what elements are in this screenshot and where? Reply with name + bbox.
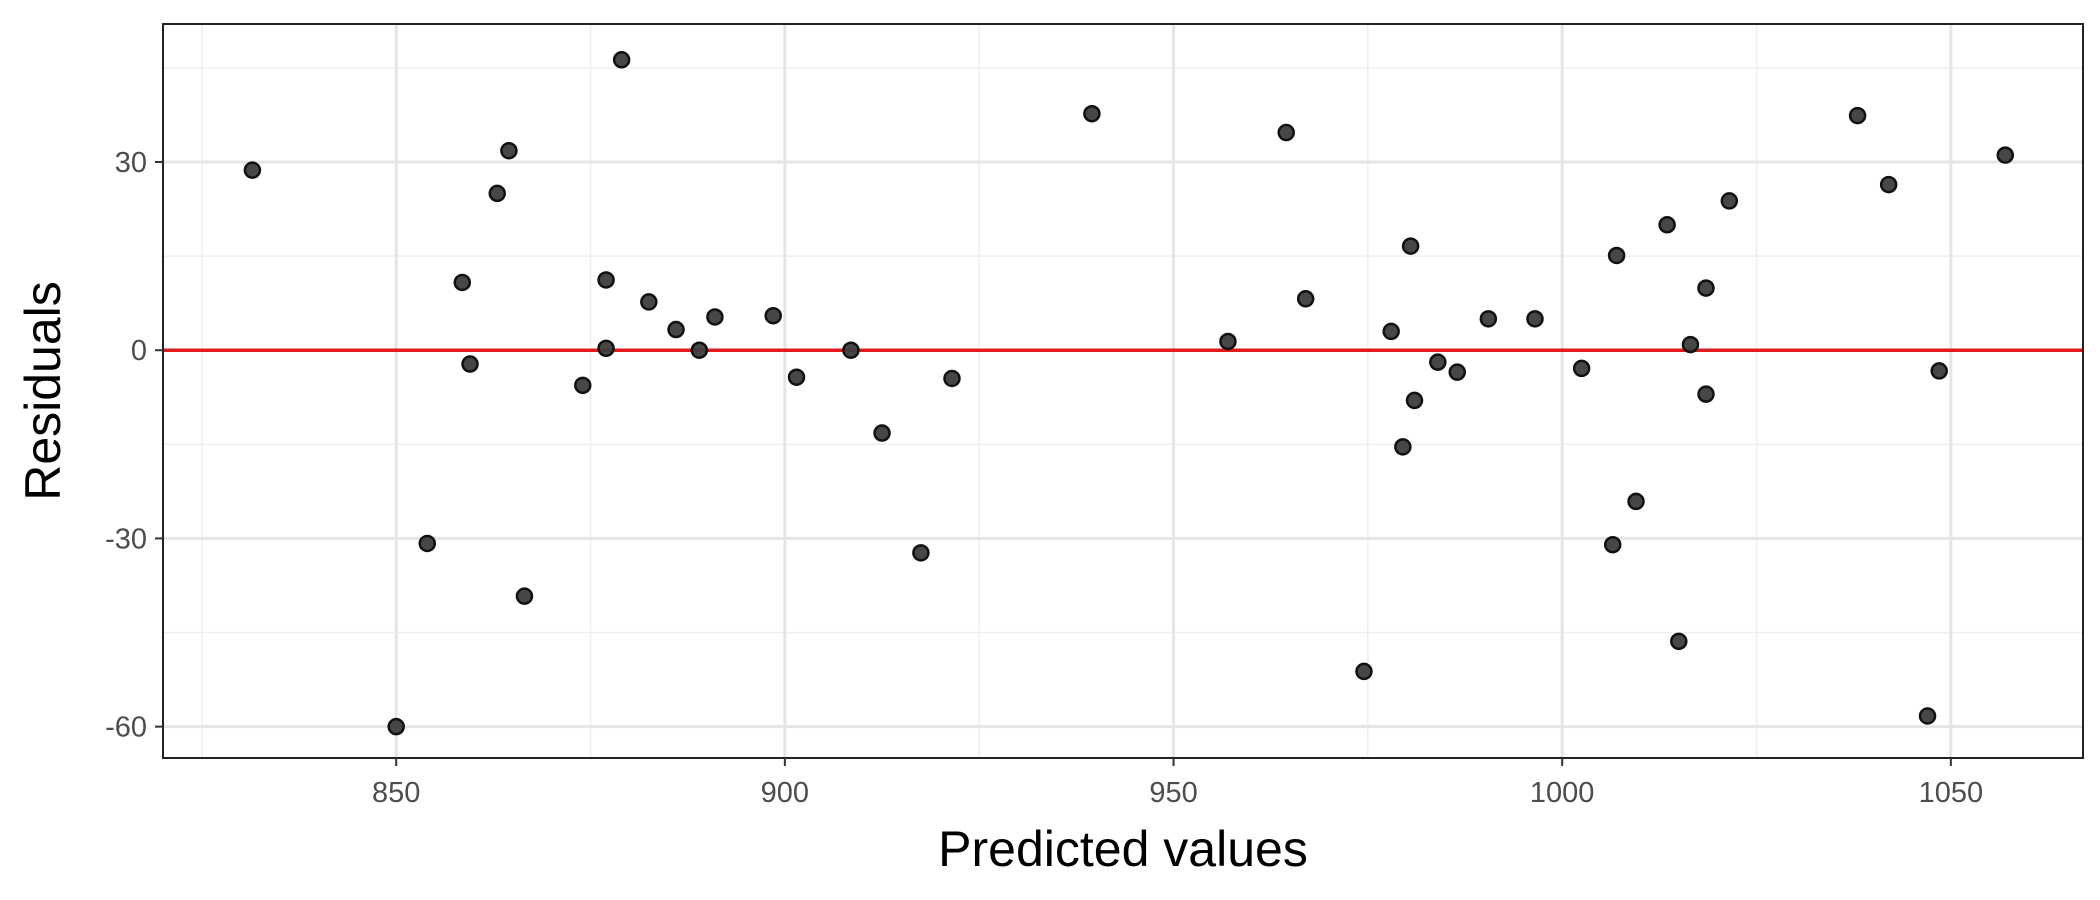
x-tick-label: 1000	[1530, 777, 1595, 809]
scatter-point	[1401, 237, 1420, 255]
scatter-point	[1277, 123, 1295, 142]
x-tick-label: 850	[372, 777, 420, 809]
axis-ticks	[155, 161, 1952, 766]
scatter-point	[1918, 707, 1937, 725]
scatter-point	[1405, 391, 1424, 410]
scatter-point	[500, 141, 518, 160]
scatter-point	[1572, 359, 1591, 378]
scatter-point	[873, 424, 891, 442]
scatter-point	[842, 341, 860, 359]
scatter-point	[1448, 363, 1467, 381]
scatter-point	[1083, 104, 1101, 123]
scatter-point	[1996, 146, 2015, 164]
x-tick-label: 950	[1149, 777, 1197, 809]
scatter-point	[574, 376, 592, 395]
scatter-point	[1382, 322, 1400, 341]
plot-panel-border	[162, 23, 2084, 759]
y-tick-label: 0	[131, 335, 147, 367]
scatter-point	[1627, 492, 1645, 511]
scatter-point	[488, 184, 507, 203]
scatter-point	[597, 271, 615, 289]
scatter-point	[690, 341, 709, 359]
scatter-point	[1603, 535, 1622, 554]
y-tick-label: -30	[105, 523, 147, 555]
scatter-point	[667, 320, 685, 339]
scatter-point	[1296, 290, 1315, 308]
y-axis-tick-labels: -60 -30 0 30	[105, 147, 147, 744]
scatter-point	[1355, 662, 1373, 681]
scatter-point	[764, 306, 782, 325]
scatter-point	[1697, 385, 1715, 403]
scatter-point	[1394, 438, 1412, 456]
scatter-point	[1526, 310, 1544, 328]
scatter-point	[1429, 353, 1447, 371]
scatter-point	[1930, 362, 1948, 380]
scatter-point	[461, 355, 479, 373]
x-tick-label: 900	[761, 777, 809, 809]
minor-gridlines	[163, 24, 2083, 758]
data-points	[243, 51, 2015, 736]
scatter-point	[1681, 335, 1700, 354]
scatter-point	[1848, 106, 1867, 125]
scatter-point	[943, 369, 961, 388]
scatter-point	[1697, 279, 1715, 297]
scatter-point	[1879, 175, 1898, 194]
scatter-point	[612, 51, 631, 69]
scatter-point	[453, 273, 472, 292]
scatter-point	[1607, 246, 1626, 265]
scatter-point	[1658, 216, 1676, 234]
scatter-point	[418, 534, 437, 553]
scatter-point	[387, 717, 405, 736]
scatter-point	[706, 308, 724, 326]
scatter-point	[1219, 332, 1237, 351]
x-axis-title: Predicted values	[938, 821, 1308, 877]
scatter-point	[787, 368, 806, 386]
scatter-point	[1479, 310, 1498, 328]
y-axis-title: Residuals	[15, 281, 71, 501]
scatter-point	[640, 293, 658, 311]
scatter-point	[515, 587, 534, 605]
scatter-point	[1720, 192, 1739, 210]
scatter-point	[912, 544, 930, 562]
x-tick-label: 1050	[1919, 777, 1984, 809]
x-axis-tick-labels: 850 900 950 1000 1050	[372, 777, 1983, 809]
scatter-point	[597, 339, 615, 358]
scatter-point	[243, 161, 262, 179]
y-tick-label: -60	[105, 712, 147, 744]
scatter-point	[1670, 632, 1688, 651]
y-tick-label: 30	[115, 147, 147, 179]
